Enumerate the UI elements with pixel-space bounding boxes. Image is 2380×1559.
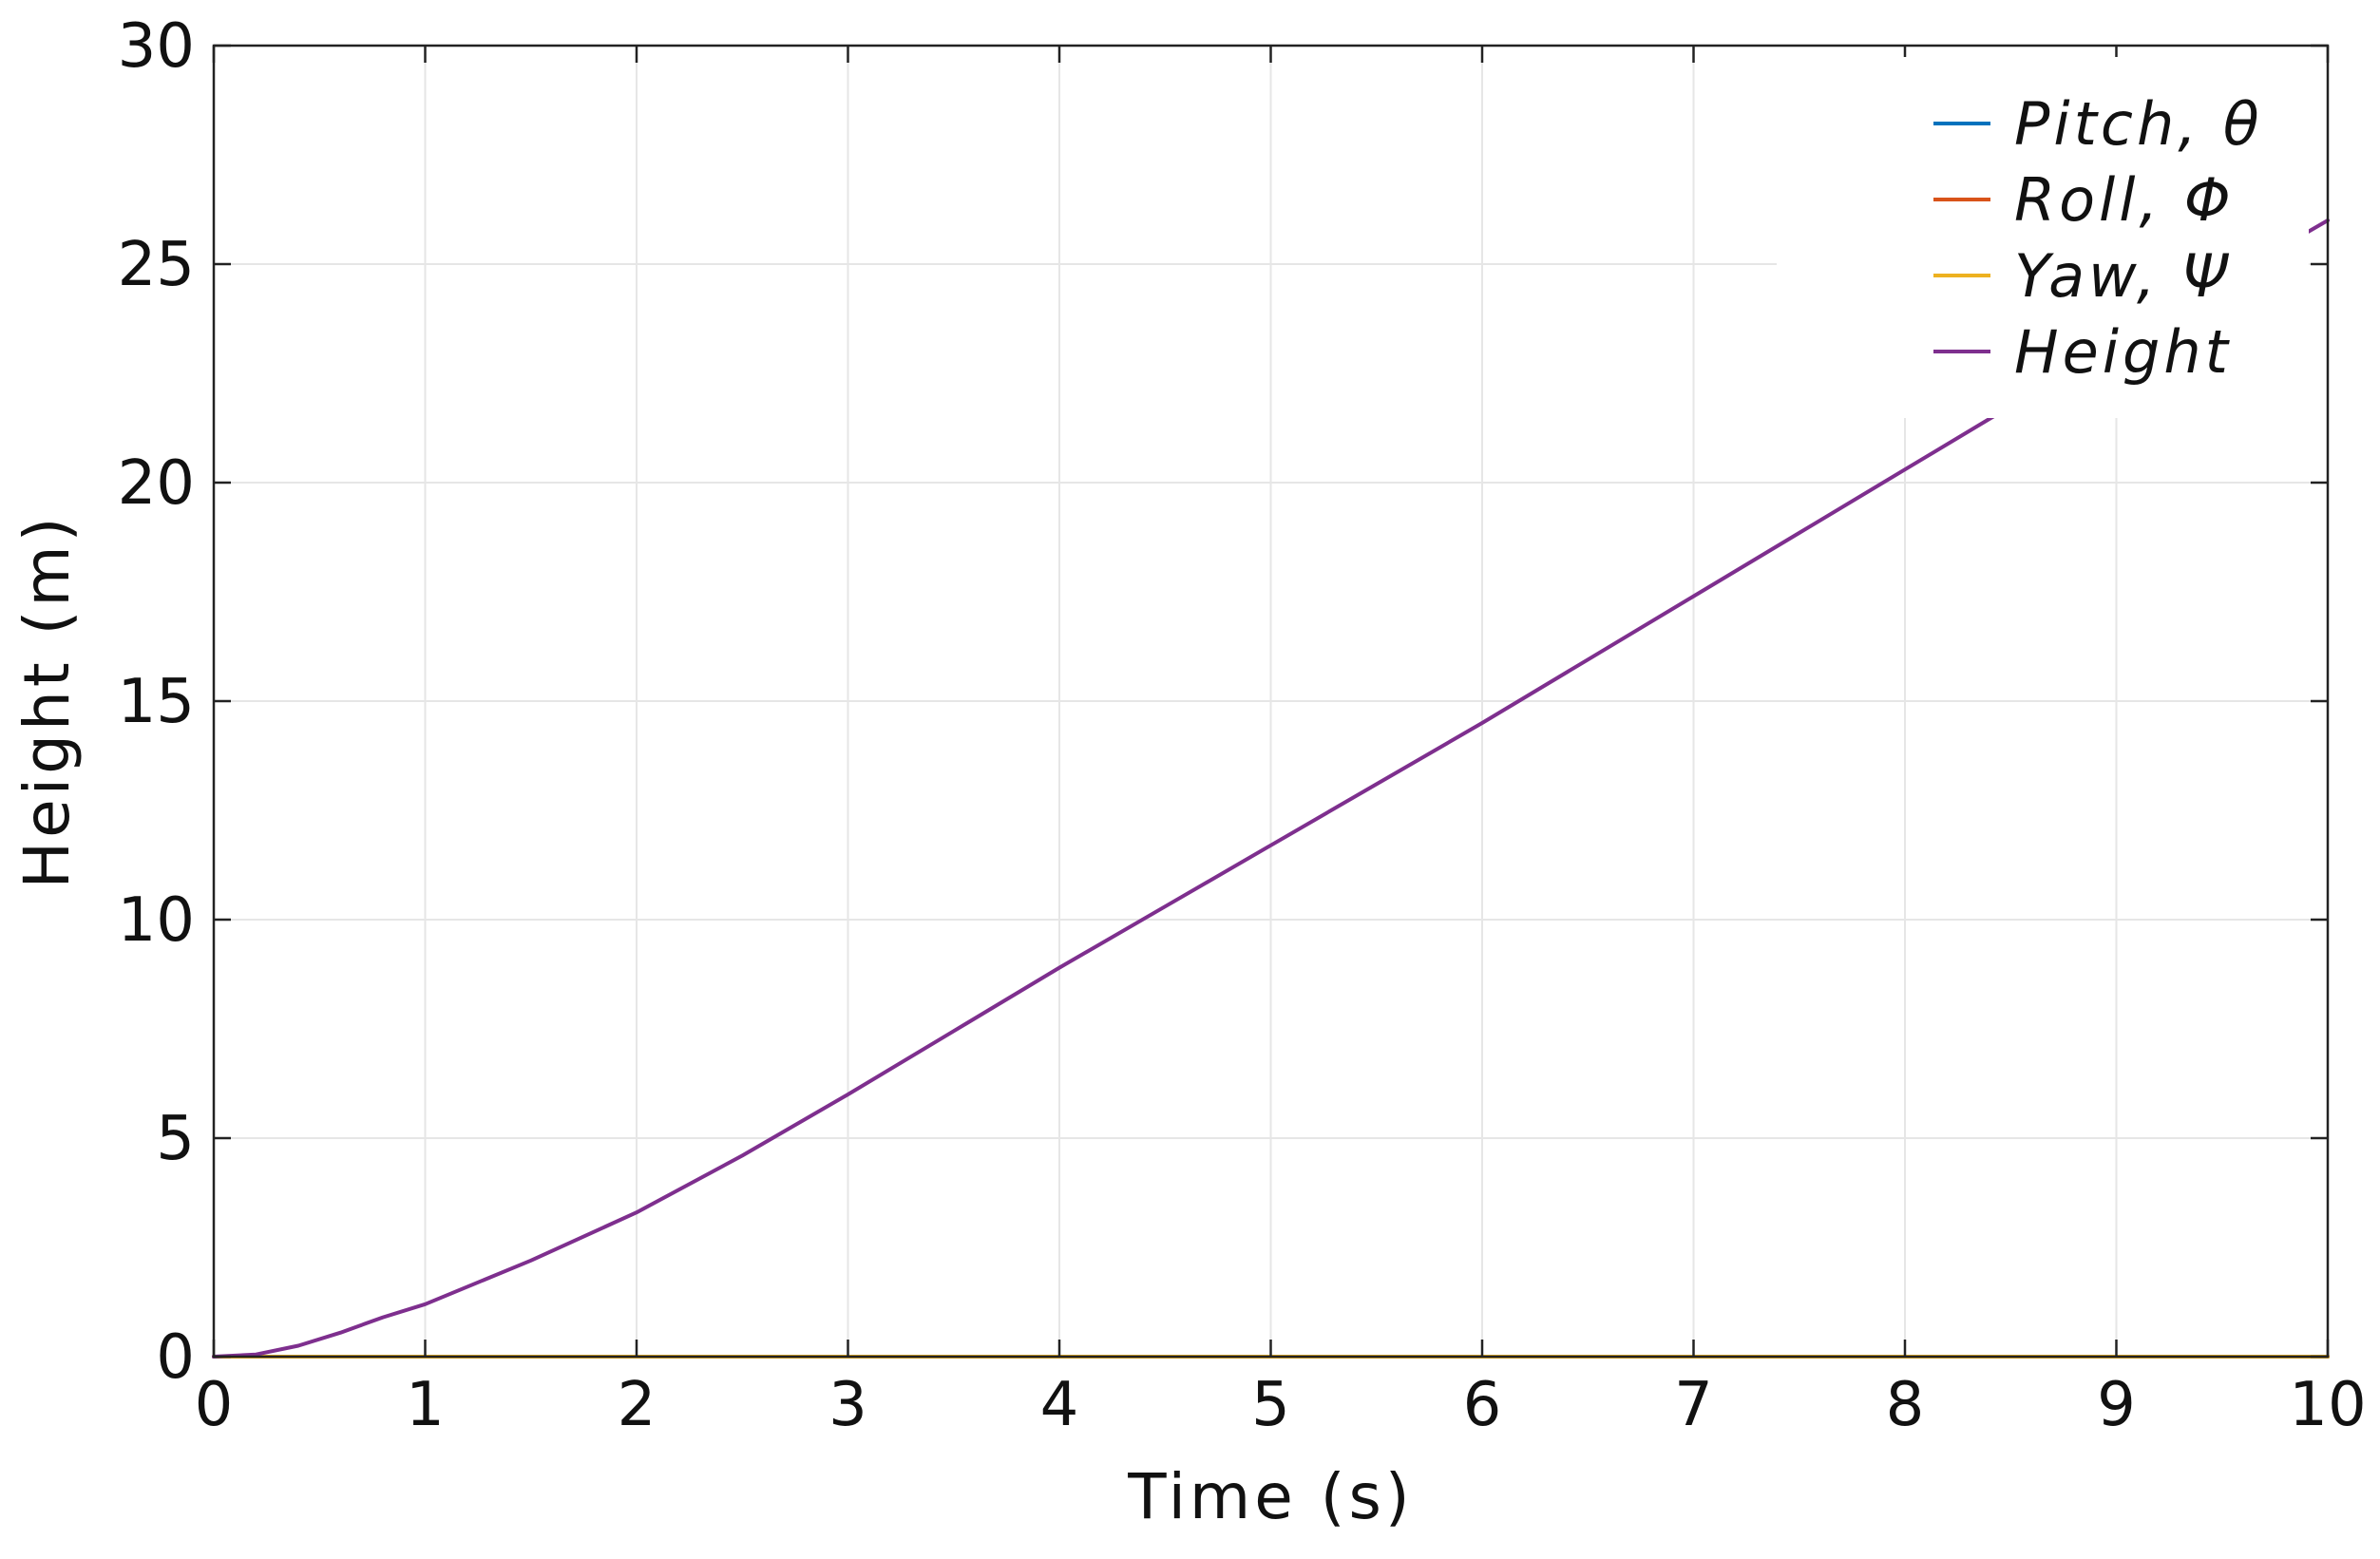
x-tick-label: 6 [1463, 1370, 1502, 1440]
legend-label-yaw: Yaw, Ψ [2014, 241, 2232, 311]
x-tick-label: 1 [406, 1370, 445, 1440]
legend-label-roll: Roll, Φ [2014, 165, 2235, 235]
ticks [212, 44, 2330, 1359]
legend-box [1777, 57, 2309, 418]
x-tick-label: 7 [1674, 1370, 1713, 1440]
y-tick-label: 0 [156, 1322, 195, 1393]
y-tick-labels: 0 5 10 15 20 25 30 [118, 11, 195, 1393]
y-tick-label: 30 [118, 11, 195, 82]
x-axis-label: Time (s) [1127, 1460, 1413, 1533]
x-tick-label: 9 [2097, 1370, 2136, 1440]
x-tick-label: 5 [1251, 1370, 1290, 1440]
legend-label-pitch: Pitch, θ [2014, 89, 2263, 159]
y-tick-label: 20 [118, 448, 195, 519]
x-tick-labels: 0 1 2 3 4 5 6 7 8 9 10 [195, 1370, 2367, 1440]
x-tick-label: 4 [1040, 1370, 1079, 1440]
series-line-height [212, 219, 2330, 1359]
y-tick-label: 25 [118, 230, 195, 300]
y-tick-label: 10 [118, 885, 195, 956]
x-tick-label: 2 [618, 1370, 657, 1440]
x-tick-label: 8 [1886, 1370, 1925, 1440]
y-axis-label: Height (m) [10, 514, 84, 889]
x-tick-label: 3 [828, 1370, 867, 1440]
legend-label-height: Height [2014, 317, 2232, 387]
x-tick-label: 0 [195, 1370, 234, 1440]
x-tick-label: 10 [2289, 1370, 2366, 1440]
y-tick-label: 5 [156, 1104, 195, 1174]
y-tick-label: 15 [118, 667, 195, 737]
